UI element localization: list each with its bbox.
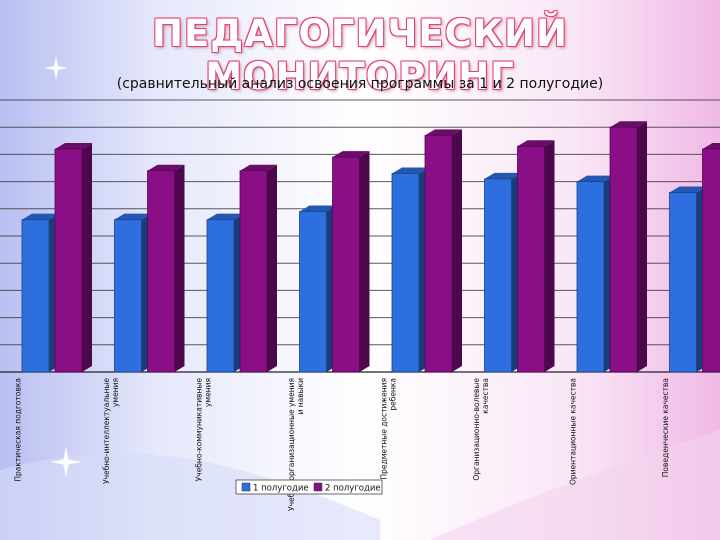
bar — [299, 211, 327, 373]
bar-top — [702, 142, 720, 149]
legend-box — [235, 479, 383, 495]
bar-top — [517, 140, 555, 147]
bar — [239, 170, 268, 373]
bar-top — [22, 213, 59, 220]
page-title: ПЕДАГОГИЧЕСКИЙ МОНИТОРИНГ — [152, 12, 568, 98]
bar — [484, 178, 512, 373]
bar-top — [669, 186, 707, 193]
category-label: Учебно-коммуникативныеумения — [195, 378, 213, 482]
bar — [576, 181, 605, 373]
legend-label-series-2: 2 полугодие — [325, 484, 381, 494]
sparkle-icon — [50, 446, 82, 478]
bar — [702, 148, 720, 373]
bar-top — [207, 213, 244, 220]
bar-top — [484, 172, 522, 179]
bar — [147, 170, 175, 373]
bar-top — [240, 164, 277, 171]
bar-top — [577, 175, 614, 182]
bar — [114, 219, 142, 373]
bar — [517, 145, 545, 373]
bar-top — [610, 121, 647, 128]
bar — [54, 148, 83, 373]
bar-side — [637, 121, 647, 372]
page-subtitle: (сравнительный анализ освоения программы… — [116, 76, 604, 92]
bar — [21, 219, 50, 373]
bar-side — [359, 151, 370, 372]
bar-top — [425, 129, 462, 136]
bar-top — [332, 151, 370, 158]
bar — [391, 173, 420, 373]
bar-side — [544, 140, 555, 372]
bar — [206, 219, 235, 373]
bar-side — [82, 142, 92, 372]
bar-side — [452, 129, 462, 372]
bar-top — [114, 213, 152, 220]
sparkle-icon — [44, 56, 68, 80]
category-label: Учебно-организационные уменияи навыки — [287, 378, 305, 511]
legend-swatch-series-2 — [313, 482, 323, 492]
bar-top — [147, 164, 185, 171]
category-label: Практическая подготовка — [14, 378, 23, 482]
category-label: Организационно-волевыекачества — [472, 378, 490, 481]
category-label: Поведенческие качества — [661, 378, 670, 477]
bar-top — [299, 205, 337, 212]
bar-top — [392, 167, 429, 174]
bar — [609, 126, 638, 373]
bar — [424, 134, 453, 373]
category-label: Ориентационные качества — [569, 378, 578, 485]
legend-swatch-series-1 — [241, 482, 251, 492]
bar-side — [267, 164, 277, 372]
category-label: Учебно-интеллектуальныеумения — [102, 378, 120, 484]
bar — [332, 156, 360, 373]
bar — [669, 192, 697, 373]
bar-top — [55, 142, 92, 149]
legend-label-series-1: 1 полугодие — [253, 484, 309, 494]
bar-side — [174, 164, 185, 372]
category-label: Предметные достиженияребенка — [380, 378, 398, 479]
